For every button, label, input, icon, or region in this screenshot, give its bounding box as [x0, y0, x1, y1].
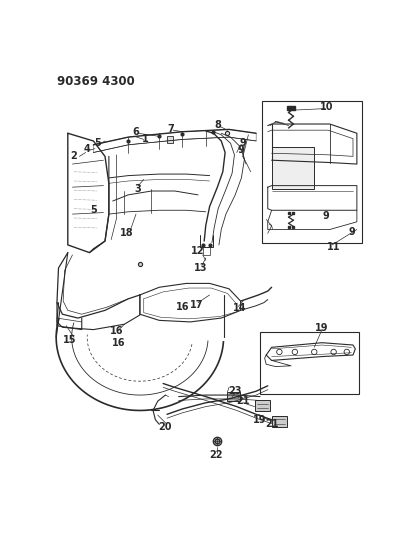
Text: 7: 7 [167, 124, 174, 134]
Text: 9: 9 [347, 227, 354, 237]
Text: 4: 4 [83, 144, 90, 154]
Text: 19: 19 [314, 323, 328, 333]
Text: 21: 21 [236, 396, 249, 406]
Text: 13: 13 [193, 263, 207, 273]
Text: 9: 9 [239, 138, 246, 148]
Bar [254, 400, 269, 411]
Text: 23: 23 [228, 386, 241, 396]
Text: 21: 21 [264, 419, 278, 429]
Text: 19: 19 [253, 415, 266, 425]
Text: 16: 16 [175, 302, 189, 311]
Text: 11: 11 [326, 242, 339, 252]
Text: 16: 16 [110, 326, 123, 336]
Text: 14: 14 [232, 303, 246, 313]
Bar [271, 147, 313, 189]
Text: 5: 5 [90, 205, 96, 215]
Text: 3: 3 [134, 184, 141, 193]
Text: 8: 8 [213, 120, 220, 130]
Text: 9: 9 [322, 212, 328, 221]
Text: 2: 2 [70, 151, 77, 161]
Text: 1: 1 [142, 134, 148, 144]
Text: 22: 22 [209, 450, 222, 460]
Text: 15: 15 [62, 335, 76, 345]
Bar [227, 392, 239, 401]
Text: 17: 17 [189, 300, 202, 310]
Bar [166, 135, 173, 143]
Text: 18: 18 [119, 228, 133, 238]
Text: 5: 5 [94, 138, 100, 148]
Text: 6: 6 [132, 127, 139, 137]
Text: 90369 4300: 90369 4300 [57, 75, 134, 88]
Bar [261, 101, 361, 244]
Text: 12: 12 [191, 246, 204, 256]
Text: 9: 9 [237, 145, 243, 155]
Bar [259, 332, 358, 393]
Text: 16: 16 [112, 338, 126, 348]
Text: 20: 20 [158, 422, 172, 432]
Text: 10: 10 [319, 102, 333, 112]
Bar [271, 416, 286, 426]
